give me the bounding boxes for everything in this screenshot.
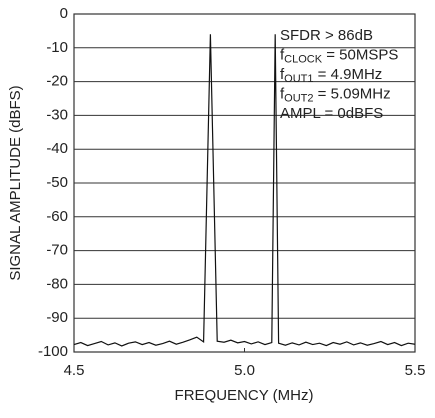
- y-tick-label: -20: [46, 73, 68, 90]
- y-tick-label: -10: [46, 39, 68, 56]
- x-tick-label: 4.5: [64, 362, 85, 379]
- y-tick-label: -60: [46, 208, 68, 225]
- x-tick-label: 5.0: [234, 362, 255, 379]
- annotation: fCLOCK = 50MSPS: [280, 46, 398, 65]
- annotation-text: = 4.9MHz: [314, 66, 383, 83]
- annotation: SFDR > 86dB: [280, 27, 373, 44]
- annotation-text: AMPL = 0dBFS: [280, 105, 383, 122]
- annotation-text: f: [280, 66, 285, 83]
- annotation-text: = 50MSPS: [322, 46, 398, 63]
- x-axis-title: FREQUENCY (MHz): [175, 387, 314, 404]
- annotation-text: = 5.09MHz: [314, 85, 391, 102]
- y-tick-label: 0: [60, 5, 68, 22]
- spectrum-line: [73, 34, 416, 347]
- annotation: fOUT1 = 4.9MHz: [280, 66, 382, 85]
- x-tick-label: 5.5: [405, 362, 426, 379]
- y-tick-label: -40: [46, 140, 68, 157]
- y-tick-label: -50: [46, 174, 68, 191]
- annotation-subscript: OUT1: [284, 73, 313, 85]
- annotation: AMPL = 0dBFS: [280, 105, 383, 122]
- y-tick-label: -70: [46, 242, 68, 259]
- annotation-text: f: [280, 85, 285, 102]
- annotation-text: SFDR > 86dB: [280, 27, 373, 44]
- annotation-subscript: OUT2: [284, 92, 313, 104]
- y-tick-label: -30: [46, 106, 68, 123]
- annotation: fOUT2 = 5.09MHz: [280, 85, 391, 104]
- y-tick-label: -80: [46, 275, 68, 292]
- annotation-text: f: [280, 46, 285, 63]
- annotation-subscript: CLOCK: [284, 53, 323, 65]
- y-tick-label: -100: [38, 343, 68, 360]
- y-tick-label: -90: [46, 309, 68, 326]
- y-axis-title: SIGNAL AMPLITUDE (dBFS): [7, 85, 24, 280]
